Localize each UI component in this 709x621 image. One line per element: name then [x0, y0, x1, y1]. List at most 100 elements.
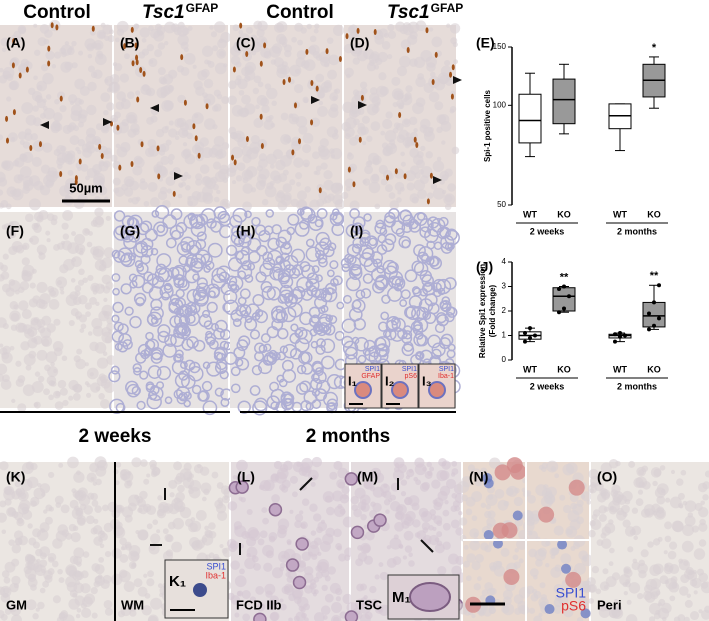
cell [570, 545, 576, 551]
data-point [533, 333, 537, 338]
cell [235, 175, 243, 182]
cell [143, 347, 154, 357]
cell [268, 114, 274, 121]
inset-stain: SPI1 [206, 561, 226, 571]
cell [701, 581, 709, 589]
cell [48, 471, 55, 479]
cell [385, 111, 393, 119]
cell [102, 574, 112, 584]
cell [359, 613, 371, 621]
panel-label: (I) [350, 223, 363, 239]
cell [272, 149, 283, 160]
cell [611, 606, 623, 618]
cell [518, 605, 528, 614]
cell [576, 499, 584, 507]
cell [201, 147, 213, 159]
cell [380, 130, 386, 136]
cell [165, 237, 177, 249]
cell [378, 562, 384, 567]
cell [270, 305, 287, 321]
cell [245, 473, 254, 483]
cell [535, 484, 548, 497]
inset-label: M₁ [392, 589, 411, 606]
cell [55, 530, 67, 542]
cell [162, 343, 177, 358]
cell [99, 543, 105, 549]
cell [237, 264, 253, 280]
cell [111, 249, 121, 259]
cell [404, 545, 413, 553]
cell [664, 535, 672, 543]
cell [134, 157, 145, 168]
cell [204, 59, 210, 65]
y-tick-label: 4 [502, 257, 507, 266]
cell [645, 578, 658, 591]
cell [99, 259, 105, 265]
cell [374, 203, 381, 210]
cell [449, 23, 461, 34]
stained-nucleus [293, 102, 297, 109]
cell [442, 189, 447, 194]
cell [94, 575, 103, 584]
cell [280, 155, 292, 167]
stained-nucleus [298, 138, 302, 145]
cell [12, 160, 20, 167]
cell [176, 241, 192, 256]
cell [176, 65, 185, 73]
cell [45, 170, 58, 183]
cell [15, 487, 25, 497]
cell [156, 509, 167, 519]
cell [206, 301, 218, 313]
cell [96, 357, 109, 369]
cell [441, 462, 446, 467]
cell [273, 604, 278, 610]
cell [137, 530, 149, 541]
stained-nucleus [29, 144, 33, 151]
cell [271, 100, 277, 106]
cell [393, 122, 401, 129]
cell [53, 244, 60, 251]
cell [96, 50, 103, 58]
cell [154, 49, 163, 58]
cell [160, 91, 167, 98]
cell [11, 575, 21, 586]
cell [3, 223, 11, 231]
cell [18, 300, 29, 311]
cell [700, 500, 706, 506]
cell [168, 128, 178, 138]
cell [473, 583, 481, 591]
cell [349, 163, 358, 172]
cell [247, 237, 262, 252]
cell [241, 169, 254, 181]
cell [306, 285, 318, 297]
cell [588, 468, 599, 480]
cell [0, 189, 4, 196]
cell [21, 270, 33, 282]
inset-cell [409, 582, 451, 612]
cell [163, 21, 176, 34]
cell [94, 505, 102, 513]
cell [297, 329, 313, 345]
cell [399, 104, 404, 109]
cell [131, 562, 137, 567]
cell [176, 385, 191, 400]
cell [182, 264, 191, 273]
cell [299, 510, 304, 515]
cell [260, 38, 266, 44]
cell [213, 135, 225, 147]
cell [19, 166, 32, 178]
cell [217, 210, 230, 224]
cell [201, 45, 214, 57]
cell [415, 97, 426, 108]
cell [84, 302, 92, 310]
data-point [523, 331, 527, 336]
cell [199, 164, 210, 174]
cell [268, 532, 278, 541]
cell [560, 553, 572, 565]
cell [600, 462, 612, 474]
cell [113, 210, 126, 222]
cell [173, 312, 189, 328]
cell [329, 211, 345, 227]
cell [589, 520, 596, 527]
cell [116, 91, 126, 101]
